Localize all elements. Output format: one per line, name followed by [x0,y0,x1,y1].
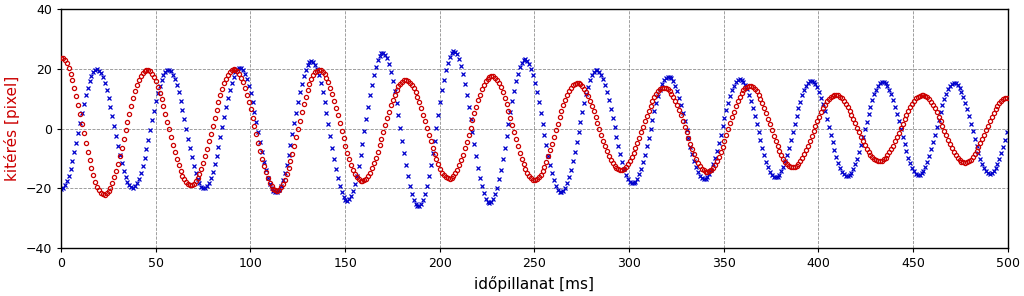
X-axis label: időpillanat [ms]: időpillanat [ms] [474,276,595,292]
Y-axis label: kitérés [pixel]: kitérés [pixel] [4,76,20,181]
